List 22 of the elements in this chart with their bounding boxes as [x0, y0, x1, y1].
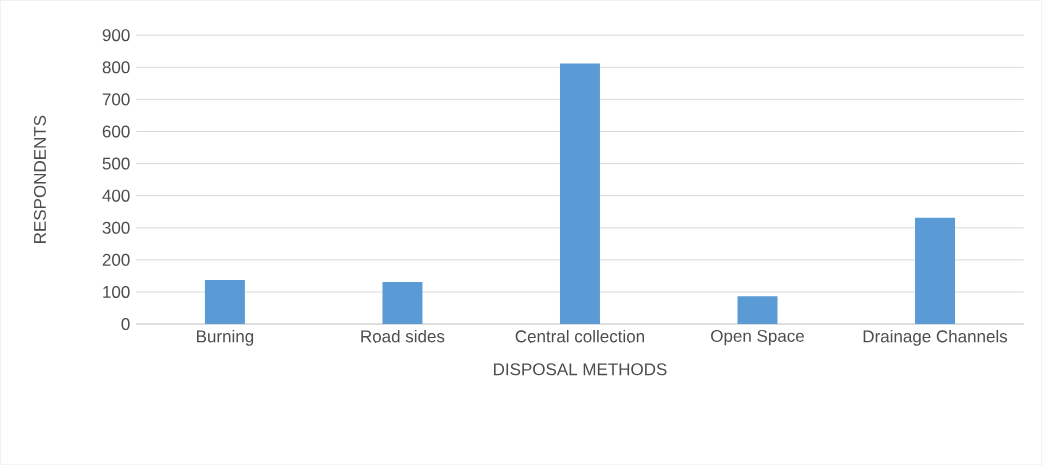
y-tick-label: 700 — [102, 93, 130, 106]
x-tick-label: Open Space — [711, 329, 804, 346]
y-tick-label: 800 — [102, 61, 130, 74]
y-tick-label: 0 — [121, 317, 130, 330]
y-tick-label: 600 — [102, 125, 130, 138]
y-tick-label: 100 — [103, 285, 130, 298]
x-axis-title: DISPOSAL METHODS — [494, 363, 667, 376]
bar — [204, 280, 245, 324]
bar — [915, 217, 956, 324]
bar — [737, 296, 778, 324]
bar — [559, 63, 600, 324]
y-tick-label: 500 — [102, 157, 130, 170]
y-tick-label: 200 — [102, 253, 130, 266]
y-tick-label: 300 — [102, 221, 130, 234]
x-tick-label: Central collection — [515, 329, 644, 343]
y-tick-label: 900 — [102, 29, 130, 42]
x-tick-label: Burning — [197, 329, 254, 346]
x-tick-label: Drainage Channels — [863, 329, 1008, 346]
y-tick-label: 400 — [102, 189, 130, 202]
x-tick-label: Road sides — [361, 329, 445, 343]
y-axis-title: RESPONDENTS — [33, 115, 46, 243]
bar — [382, 281, 423, 324]
